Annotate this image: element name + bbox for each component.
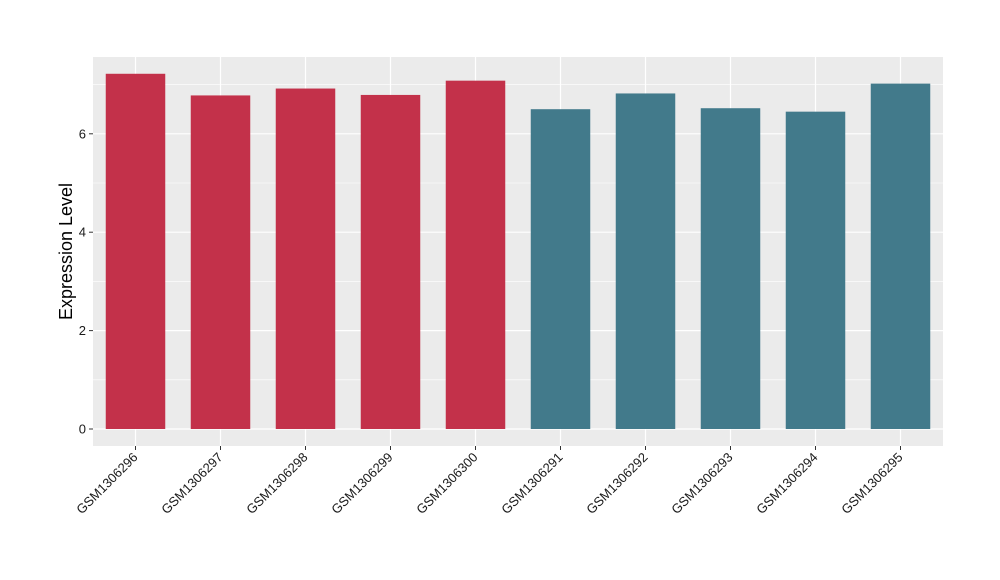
bar-GSM1306297 bbox=[190, 95, 251, 429]
x-tick-label: GSM1306297 bbox=[158, 450, 225, 517]
x-tick-label: GSM1306299 bbox=[328, 450, 395, 517]
y-tick-label: 4 bbox=[79, 225, 86, 240]
x-tick-label: GSM1306292 bbox=[583, 450, 650, 517]
x-tick-label: GSM1306296 bbox=[73, 450, 140, 517]
bar-GSM1306296 bbox=[105, 73, 166, 429]
x-tick-label: GSM1306293 bbox=[668, 450, 735, 517]
x-tick-label: GSM1306300 bbox=[413, 450, 480, 517]
y-axis-title: Expression Level bbox=[56, 183, 76, 320]
bar-GSM1306294 bbox=[785, 111, 846, 429]
bar-GSM1306300 bbox=[445, 80, 506, 429]
y-tick-label: 6 bbox=[79, 126, 86, 141]
y-axis: 0 2 4 6 bbox=[79, 126, 93, 437]
bar-GSM1306292 bbox=[615, 93, 676, 430]
x-tick-label: GSM1306298 bbox=[243, 450, 310, 517]
bar-GSM1306295 bbox=[870, 83, 931, 429]
bar-GSM1306299 bbox=[360, 94, 421, 429]
x-tick-label: GSM1306291 bbox=[498, 450, 565, 517]
x-tick-label: GSM1306294 bbox=[753, 450, 820, 517]
x-tick-label: GSM1306295 bbox=[838, 450, 905, 517]
y-tick-label: 2 bbox=[79, 323, 86, 338]
y-tick-label: 0 bbox=[79, 422, 86, 437]
bar-GSM1306291 bbox=[530, 109, 591, 429]
bar-GSM1306293 bbox=[700, 108, 761, 429]
x-axis: GSM1306296 GSM1306297 GSM1306298 GSM1306299… bbox=[73, 446, 906, 517]
bars bbox=[105, 73, 931, 430]
bar-GSM1306298 bbox=[275, 88, 336, 429]
